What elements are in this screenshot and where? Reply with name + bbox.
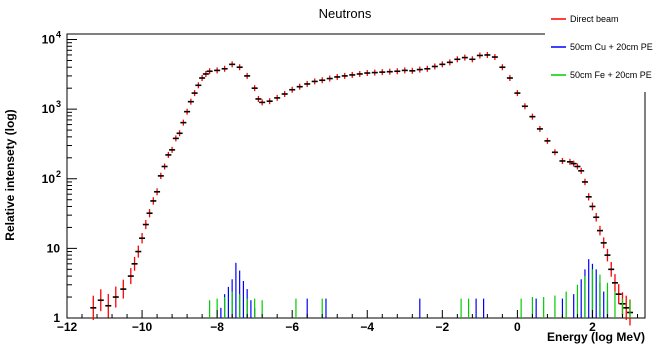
plot-frame [66,33,646,319]
y-tick-label: 10 [47,241,61,255]
y-tick-label: 10 [42,102,56,116]
x-tick-label: −2 [435,320,449,334]
legend-label: 50cm Fe + 20cm PE [570,70,652,80]
y-tick-exponent: 2 [56,169,61,179]
chart-title: Neutrons [319,6,372,21]
x-tick-label: −10 [132,320,153,334]
x-tick-label: −8 [210,320,224,334]
y-tick-label: 1 [53,311,60,325]
legend: Direct beam 50cm Cu + 20cm PE 50cm Fe + 20… [545,3,660,92]
legend-label: Direct beam [570,14,619,24]
plot-layer [90,51,633,326]
legend-label: 50cm Cu + 20cm PE [570,42,653,52]
x-tick-label: 0 [514,320,521,334]
x-tick-label: 2 [589,320,596,334]
x-tick-label: −4 [360,320,374,334]
y-tick-label: 10 [42,33,56,47]
y-tick-exponent: 4 [56,30,61,40]
x-tick-label: −6 [285,320,299,334]
y-tick-exponent: 3 [56,99,61,109]
y-axis-label: Relative intensety (log) [3,109,17,240]
x-axis-label: Energy (log MeV) [547,330,645,344]
x-tick-label: −12 [57,320,78,334]
y-tick-label: 10 [42,172,56,186]
